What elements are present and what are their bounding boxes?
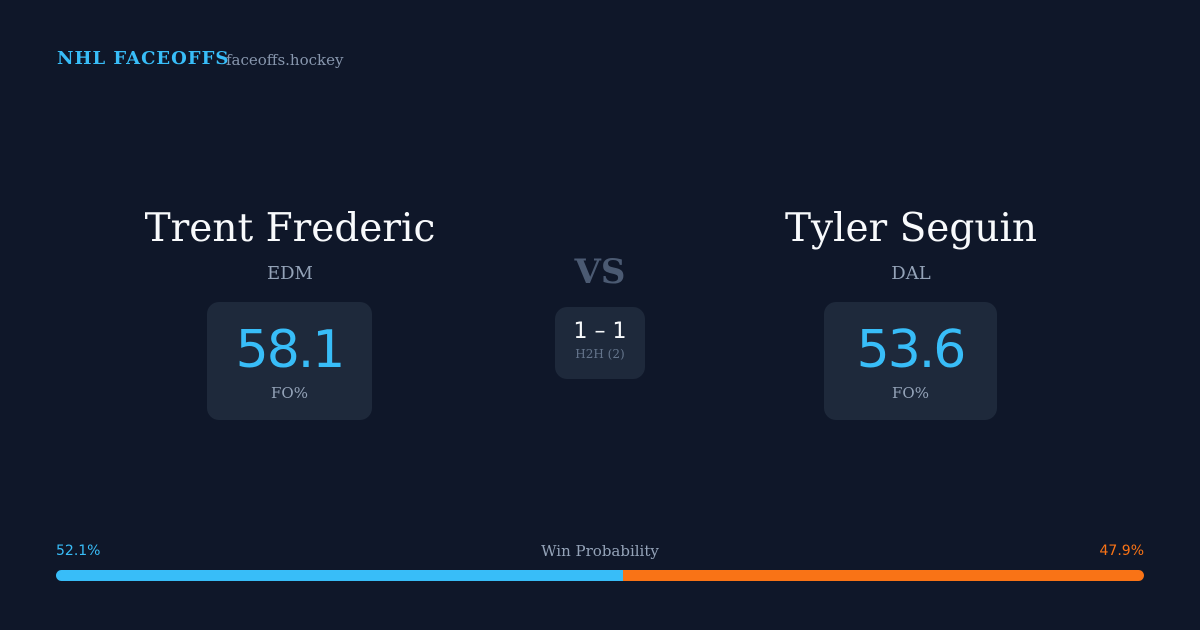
player-name: Trent Frederic (144, 206, 436, 251)
player-team: EDM (266, 263, 313, 284)
player-team: DAL (891, 263, 931, 284)
prob-segment (622, 570, 1144, 581)
fo-pct: 53.6 (856, 320, 967, 380)
h2h-box: 1 – 1 H2H (2) (555, 307, 645, 379)
prob-segment (56, 570, 623, 581)
fo-label: FO% (892, 384, 929, 402)
prob-bar (56, 570, 1144, 581)
stat-box: 53.6 FO% (824, 302, 997, 420)
h2h-label: H2H (2) (575, 347, 625, 361)
fo-pct: 58.1 (235, 320, 346, 380)
h2h-score: 1 – 1 (573, 319, 627, 344)
player-name: Tyler Seguin (784, 206, 1038, 251)
site-name: faceoffs.hockey (226, 51, 344, 69)
right-prob: 47.9% (1099, 543, 1144, 559)
vs-label: VS (574, 252, 626, 292)
fo-label: FO% (271, 384, 308, 402)
brand-title: NHL FACEOFFS (57, 48, 230, 69)
stat-box: 58.1 FO% (207, 302, 372, 420)
left-prob: 52.1% (56, 543, 101, 559)
prob-title: Win Probability (541, 542, 659, 560)
